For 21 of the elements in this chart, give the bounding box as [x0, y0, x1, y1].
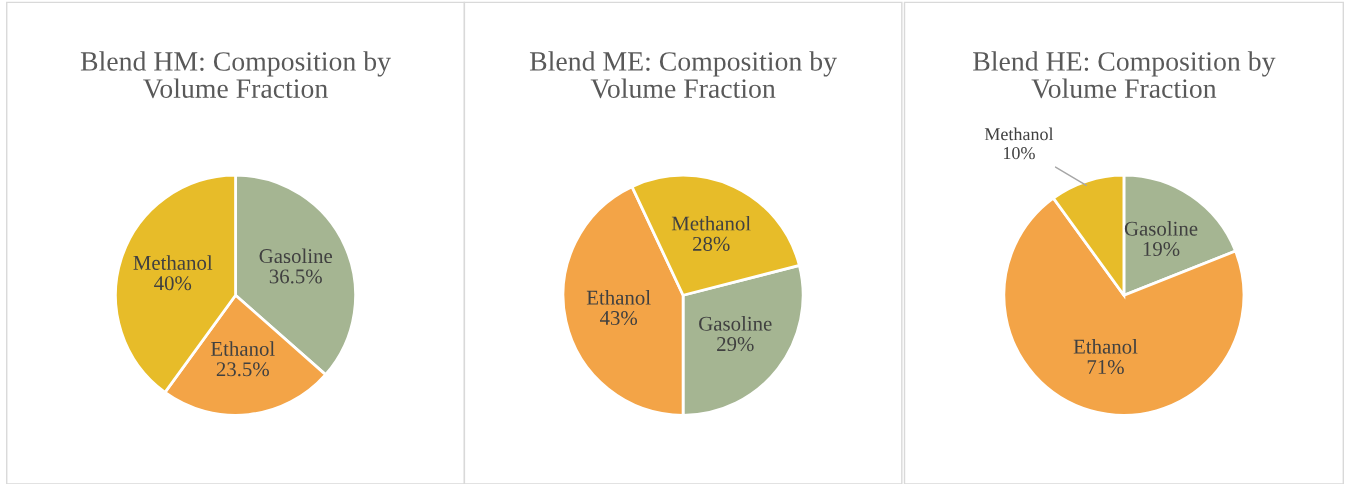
data-label: 36.5% — [269, 269, 322, 284]
slice-label: Ethanol — [1073, 339, 1138, 354]
slice-label: Methanol — [671, 215, 751, 231]
chart-title: Blend ME: Composition by Volume Fraction — [529, 51, 837, 99]
chart-title: Blend HE: Composition by Volume Fraction — [973, 51, 1276, 99]
slice-label: Methanol — [133, 255, 213, 270]
chart-title: Blend HM: Composition by Volume Fraction — [80, 51, 391, 99]
data-label: 23.5% — [216, 362, 269, 377]
data-label: 40% — [154, 276, 192, 291]
data-label: 19% — [1143, 241, 1180, 257]
slice-label: Gasoline — [699, 316, 772, 331]
slice-label: Ethanol — [210, 341, 275, 356]
data-label: 29% — [717, 337, 754, 352]
slice-label: Gasoline — [1124, 221, 1198, 236]
slice-label: Ethanol — [586, 290, 651, 305]
data-label: 28% — [693, 236, 730, 251]
data-label: 10% — [1003, 146, 1035, 160]
data-label: 43% — [599, 310, 638, 326]
data-label: 71% — [1087, 359, 1124, 375]
slice-label: Methanol — [984, 127, 1054, 141]
slice-label: Gasoline — [259, 248, 333, 264]
